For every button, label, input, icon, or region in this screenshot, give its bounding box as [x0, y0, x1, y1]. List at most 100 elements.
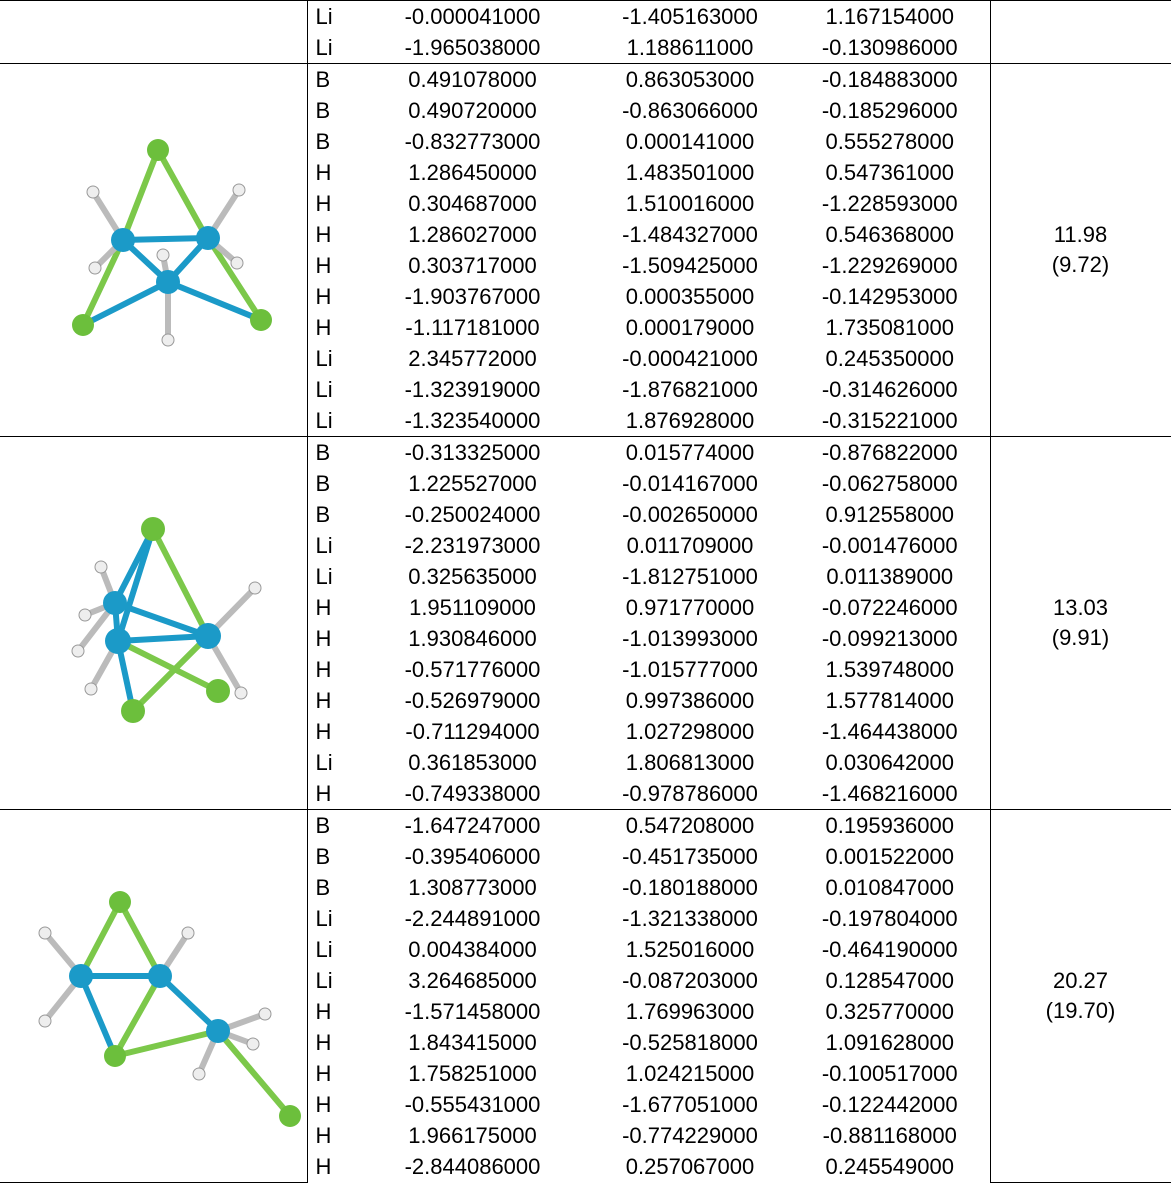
molecule-cell [0, 437, 307, 810]
molecule-cell [0, 1, 307, 64]
coordinate-cell: 1.735081000 [790, 312, 990, 343]
coordinate-cell: -0.863066000 [590, 95, 790, 126]
energy-cell: 20.27(19.70) [990, 810, 1171, 1183]
coordinate-cell: 1.286450000 [355, 157, 590, 188]
element-cell: H [307, 778, 355, 810]
coordinate-cell: -1.647247000 [355, 810, 590, 842]
element-cell: Li [307, 965, 355, 996]
coordinate-cell: 1.951109000 [355, 592, 590, 623]
element-cell: B [307, 126, 355, 157]
coordinate-cell: 1.027298000 [590, 716, 790, 747]
molecule-image [3, 70, 303, 430]
coordinate-cell: -0.451735000 [590, 841, 790, 872]
coordinate-cell: -0.464190000 [790, 934, 990, 965]
element-cell: H [307, 250, 355, 281]
element-cell: B [307, 468, 355, 499]
element-cell: B [307, 499, 355, 530]
bond [81, 902, 120, 976]
atom [79, 609, 91, 621]
atom [89, 262, 101, 274]
coordinate-cell: -1.468216000 [790, 778, 990, 810]
coordinate-cell: 0.015774000 [590, 437, 790, 469]
coordinate-cell: -0.525818000 [590, 1027, 790, 1058]
coordinate-cell: 0.030642000 [790, 747, 990, 778]
coordinate-cell: 1.308773000 [355, 872, 590, 903]
energy-alt-value: (19.70) [991, 996, 1171, 1026]
coordinate-cell: -0.526979000 [355, 685, 590, 716]
coordinate-cell: -0.197804000 [790, 903, 990, 934]
page: Li-0.000041000-1.4051630001.167154000Li-… [0, 0, 1171, 1179]
coordinate-cell: 0.000355000 [590, 281, 790, 312]
coordinate-cell: -0.100517000 [790, 1058, 990, 1089]
coordinate-cell: -0.142953000 [790, 281, 990, 312]
coordinate-cell: -1.405163000 [590, 1, 790, 33]
coordinate-cell: -0.711294000 [355, 716, 590, 747]
coordinate-cell: 0.010847000 [790, 872, 990, 903]
coordinate-cell: 1.577814000 [790, 685, 990, 716]
coordinate-cell: -1.903767000 [355, 281, 590, 312]
coordinate-cell: 0.547361000 [790, 157, 990, 188]
coordinate-cell: -0.001476000 [790, 530, 990, 561]
coordinate-cell: 0.912558000 [790, 499, 990, 530]
bond [133, 636, 208, 711]
coordinate-cell: -1.015777000 [590, 654, 790, 685]
atom [103, 591, 127, 615]
coordinate-cell: 1.286027000 [355, 219, 590, 250]
atom [95, 561, 107, 573]
coordinates-table: Li-0.000041000-1.4051630001.167154000Li-… [0, 0, 1171, 1183]
element-cell: Li [307, 374, 355, 405]
coordinate-cell: 1.876928000 [590, 405, 790, 437]
coordinate-cell: 0.000179000 [590, 312, 790, 343]
coordinate-cell: 0.128547000 [790, 965, 990, 996]
coordinate-cell: 0.546368000 [790, 219, 990, 250]
coordinate-cell: -1.228593000 [790, 188, 990, 219]
element-cell: H [307, 157, 355, 188]
element-cell: H [307, 312, 355, 343]
coordinate-cell: -0.014167000 [590, 468, 790, 499]
bond [120, 902, 160, 976]
bond [123, 150, 158, 240]
atom [162, 334, 174, 346]
coordinate-cell: 0.997386000 [590, 685, 790, 716]
element-cell: H [307, 1089, 355, 1120]
element-cell: Li [307, 934, 355, 965]
element-cell: Li [307, 32, 355, 64]
element-cell: H [307, 1151, 355, 1182]
coordinate-cell: -0.978786000 [590, 778, 790, 810]
coordinate-cell: -1.117181000 [355, 312, 590, 343]
coordinate-cell: -0.250024000 [355, 499, 590, 530]
atom [148, 964, 172, 988]
element-cell: Li [307, 903, 355, 934]
coordinate-cell: -0.314626000 [790, 374, 990, 405]
element-cell: B [307, 64, 355, 96]
element-cell: H [307, 1058, 355, 1089]
atom [193, 1068, 205, 1080]
bond [81, 976, 115, 1056]
coordinate-cell: -0.881168000 [790, 1120, 990, 1151]
coordinate-cell: -1.321338000 [590, 903, 790, 934]
bond [118, 641, 218, 691]
atom [141, 517, 165, 541]
coordinate-cell: 1.483501000 [590, 157, 790, 188]
coordinate-cell: 0.491078000 [355, 64, 590, 96]
coordinate-cell: 0.195936000 [790, 810, 990, 842]
coordinate-cell: 0.257067000 [590, 1151, 790, 1182]
atom [247, 1038, 259, 1050]
coordinate-cell: 0.245350000 [790, 343, 990, 374]
coordinate-cell: 1.539748000 [790, 654, 990, 685]
coordinate-cell: 2.345772000 [355, 343, 590, 374]
coordinate-cell: 0.001522000 [790, 841, 990, 872]
coordinate-cell: 1.806813000 [590, 747, 790, 778]
atom [279, 1105, 301, 1127]
coordinate-cell: -0.072246000 [790, 592, 990, 623]
coordinate-cell: -0.062758000 [790, 468, 990, 499]
table-body: Li-0.000041000-1.4051630001.167154000Li-… [0, 1, 1171, 1183]
energy-alt-value: (9.91) [991, 623, 1171, 653]
coordinate-cell: 0.555278000 [790, 126, 990, 157]
energy-value: 20.27 [991, 966, 1171, 996]
coordinate-cell: 1.188611000 [590, 32, 790, 64]
coordinate-cell: 0.004384000 [355, 934, 590, 965]
coordinate-cell: -2.244891000 [355, 903, 590, 934]
coordinate-cell: 0.361853000 [355, 747, 590, 778]
